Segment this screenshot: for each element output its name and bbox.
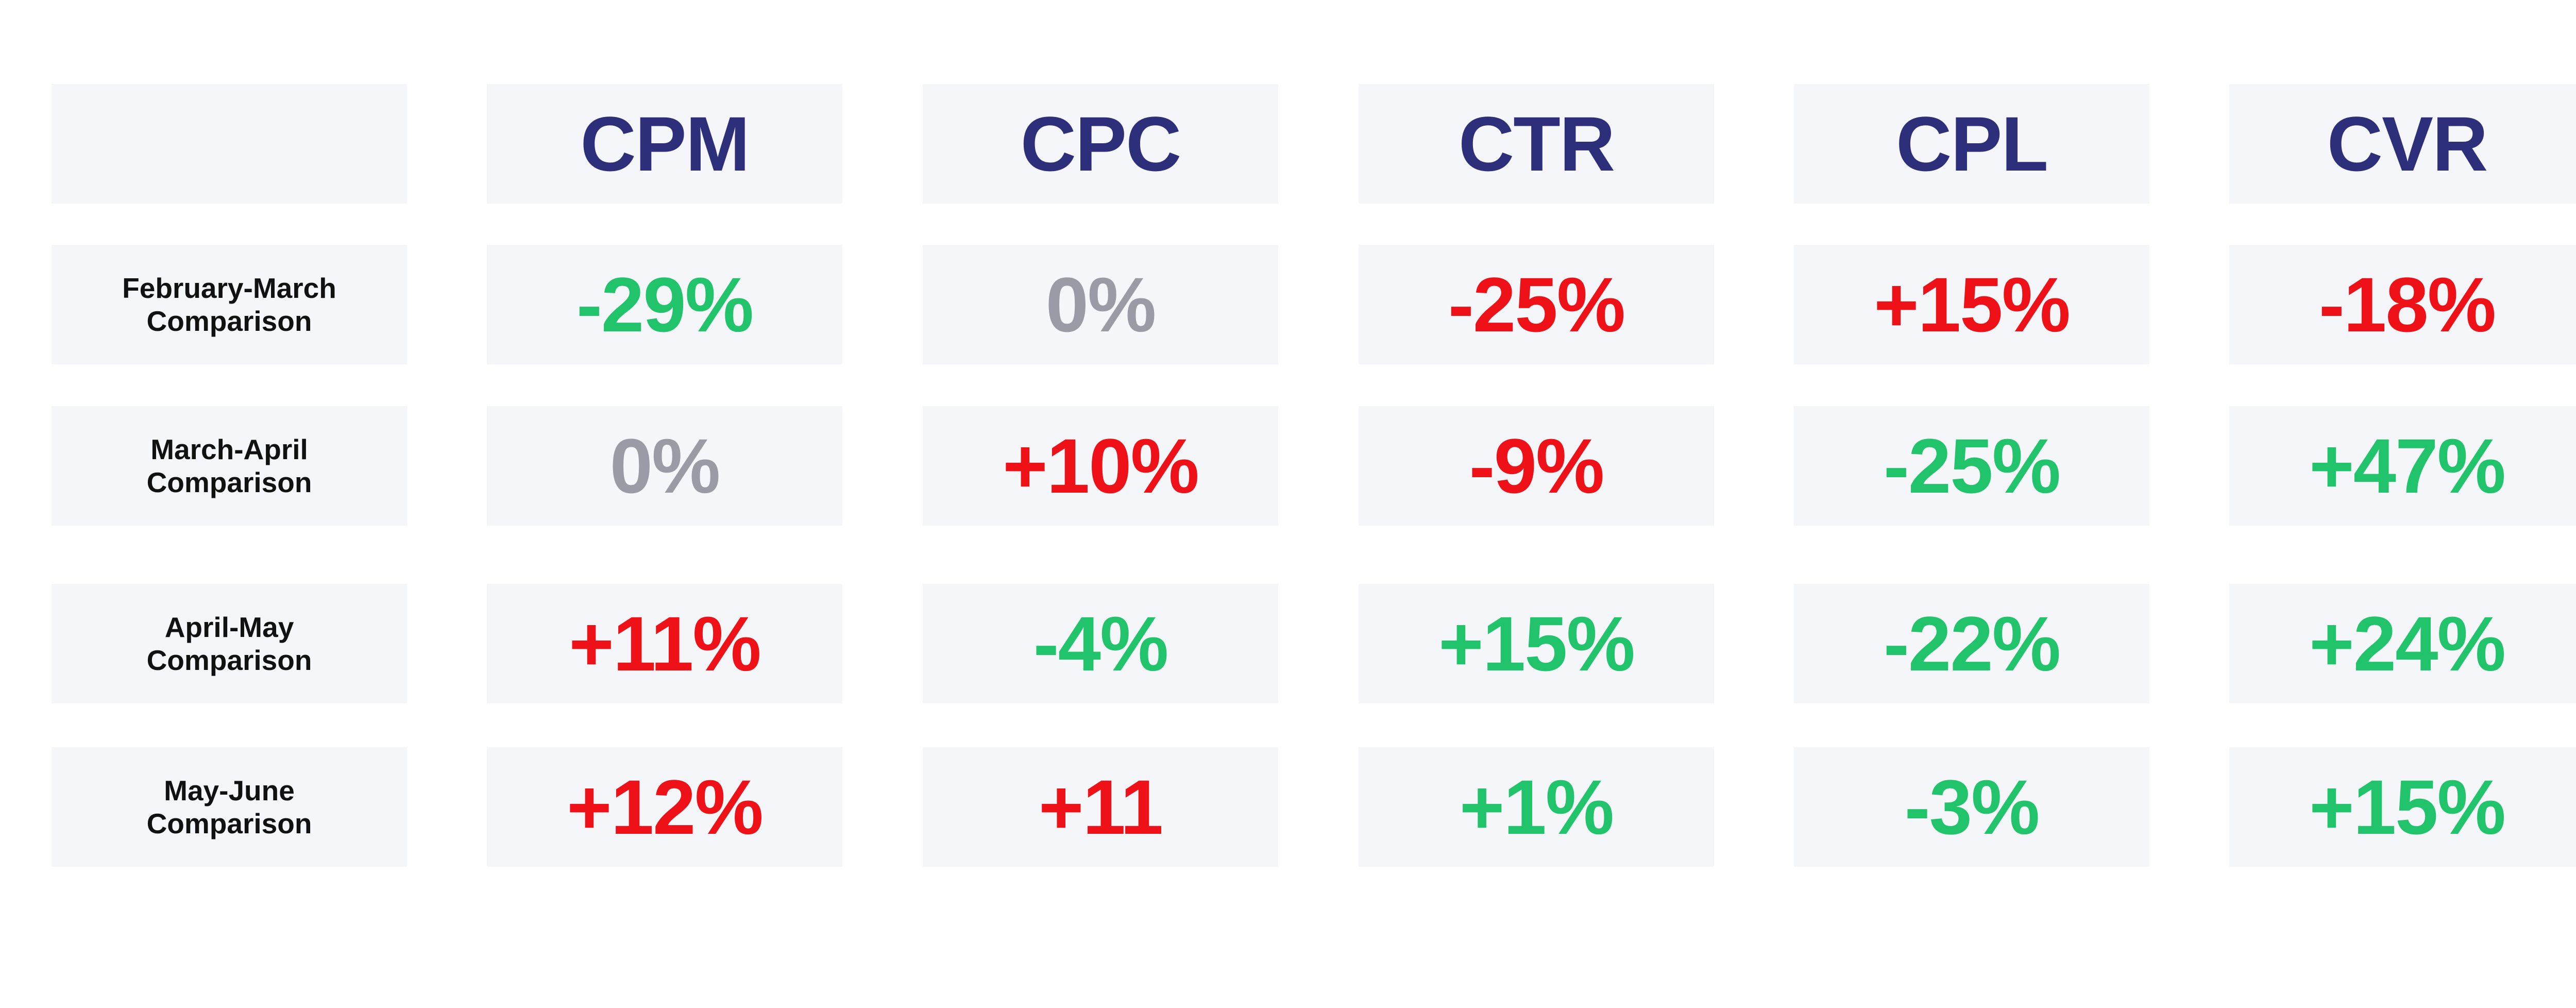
percent-change-value: +24% [2309, 600, 2506, 687]
corner-cell [52, 84, 407, 204]
value-cell-cpc: +11 [923, 747, 1278, 867]
percent-change-value: -25% [1448, 261, 1625, 348]
percent-change-value: -18% [2318, 261, 2496, 348]
value-cell-cpm: -29% [487, 245, 842, 364]
column-header-cpc: CPC [923, 84, 1278, 204]
percent-change-value: -25% [1883, 422, 2061, 509]
percent-change-value: -4% [1033, 600, 1169, 687]
value-cell-ctr: +1% [1359, 747, 1714, 867]
column-header-cpl: CPL [1794, 84, 2149, 204]
column-header-label: CPC [1020, 100, 1182, 187]
row-label-cell: February-March Comparison [52, 245, 407, 364]
value-cell-ctr: -9% [1359, 406, 1714, 526]
value-cell-cpc: -4% [923, 584, 1278, 703]
percent-change-value: +11 [1038, 763, 1163, 850]
column-header-label: CVR [2327, 100, 2488, 187]
column-header-cpm: CPM [487, 84, 842, 204]
row-label-cell: March-April Comparison [52, 406, 407, 526]
column-header-ctr: CTR [1359, 84, 1714, 204]
column-header-label: CPM [580, 100, 750, 187]
percent-change-value: +47% [2309, 422, 2506, 509]
value-cell-ctr: -25% [1359, 245, 1714, 364]
value-cell-cvr: +47% [2229, 406, 2576, 526]
percent-change-value: 0% [609, 422, 721, 509]
value-cell-cpl: +15% [1794, 245, 2149, 364]
row-label: February-March Comparison [122, 272, 336, 337]
value-cell-cpc: 0% [923, 245, 1278, 364]
column-header-cvr: CVR [2229, 84, 2576, 204]
percent-change-value: -3% [1904, 763, 2040, 850]
percent-change-value: +15% [1438, 600, 1635, 687]
value-cell-cpm: +12% [487, 747, 842, 867]
row-label-cell: May-June Comparison [52, 747, 407, 867]
value-cell-cvr: +15% [2229, 747, 2576, 867]
value-cell-cpm: 0% [487, 406, 842, 526]
percent-change-value: -29% [576, 261, 754, 348]
row-label: May-June Comparison [146, 775, 312, 839]
value-cell-cpl: -3% [1794, 747, 2149, 867]
value-cell-cpl: -25% [1794, 406, 2149, 526]
value-cell-cvr: -18% [2229, 245, 2576, 364]
percent-change-value: +15% [2309, 763, 2506, 850]
percent-change-value: +10% [1003, 422, 1199, 509]
percent-change-value: -9% [1469, 422, 1605, 509]
value-cell-cpc: +10% [923, 406, 1278, 526]
percent-change-value: +12% [567, 763, 764, 850]
row-label-cell: April-May Comparison [52, 584, 407, 703]
value-cell-ctr: +15% [1359, 584, 1714, 703]
value-cell-cvr: +24% [2229, 584, 2576, 703]
row-label: April-May Comparison [146, 611, 312, 676]
percent-change-value: +11% [569, 600, 761, 687]
value-cell-cpm: +11% [487, 584, 842, 703]
percent-change-value: +1% [1459, 763, 1614, 850]
column-header-label: CPL [1896, 100, 2048, 187]
row-label: March-April Comparison [146, 433, 312, 498]
column-header-label: CTR [1458, 100, 1615, 187]
percent-change-value: -22% [1883, 600, 2061, 687]
value-cell-cpl: -22% [1794, 584, 2149, 703]
percent-change-value: +15% [1874, 261, 2071, 348]
percent-change-value: 0% [1045, 261, 1157, 348]
